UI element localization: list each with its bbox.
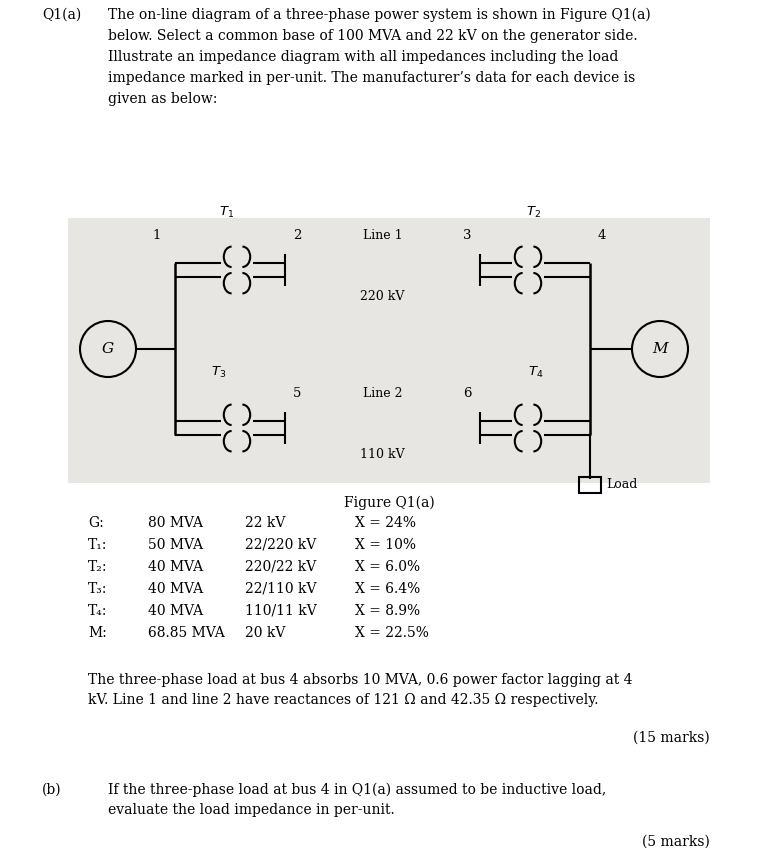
Text: (15 marks): (15 marks) (634, 731, 710, 745)
Text: The on-line diagram of a three-phase power system is shown in Figure Q1(a): The on-line diagram of a three-phase pow… (108, 8, 650, 22)
Text: (b): (b) (42, 783, 61, 797)
Text: M: M (652, 342, 668, 356)
Text: 4: 4 (598, 229, 607, 242)
Bar (579, 477, 601, 493)
Text: X = 22.5%: X = 22.5% (355, 626, 429, 640)
Text: X = 10%: X = 10% (355, 538, 416, 552)
Text: M:: M: (88, 626, 107, 640)
Text: Illustrate an impedance diagram with all impedances including the load: Illustrate an impedance diagram with all… (108, 50, 618, 64)
Text: 220 kV: 220 kV (360, 290, 405, 303)
Text: 110/11 kV: 110/11 kV (245, 604, 317, 618)
Text: (5 marks): (5 marks) (642, 835, 710, 848)
Text: 6: 6 (463, 387, 472, 400)
Text: T₂:: T₂: (88, 560, 107, 574)
Text: 110 kV: 110 kV (360, 448, 405, 461)
Text: 20 kV: 20 kV (245, 626, 285, 640)
Text: X = 6.4%: X = 6.4% (355, 582, 420, 596)
Text: 50 MVA: 50 MVA (148, 538, 203, 552)
Text: Line 2: Line 2 (363, 387, 402, 400)
Text: X = 8.9%: X = 8.9% (355, 604, 420, 618)
Text: 22/220 kV: 22/220 kV (245, 538, 316, 552)
FancyBboxPatch shape (68, 218, 710, 483)
Text: $T_1$: $T_1$ (219, 205, 235, 220)
Text: $T_2$: $T_2$ (525, 205, 541, 220)
Text: T₄:: T₄: (88, 604, 107, 618)
Text: G: G (102, 342, 114, 356)
Text: impedance marked in per-unit. The manufacturer’s data for each device is: impedance marked in per-unit. The manufa… (108, 71, 635, 85)
Text: 40 MVA: 40 MVA (148, 560, 203, 574)
Text: 220/22 kV: 220/22 kV (245, 560, 316, 574)
Text: evaluate the load impedance in per-unit.: evaluate the load impedance in per-unit. (108, 803, 395, 817)
Text: T₃:: T₃: (88, 582, 107, 596)
Text: Load: Load (606, 478, 637, 492)
Text: 40 MVA: 40 MVA (148, 604, 203, 618)
Text: Line 1: Line 1 (363, 229, 403, 242)
Text: Q1(a): Q1(a) (42, 8, 81, 22)
Text: 22/110 kV: 22/110 kV (245, 582, 317, 596)
Text: G:: G: (88, 516, 104, 530)
Text: T₁:: T₁: (88, 538, 107, 552)
Text: below. Select a common base of 100 MVA and 22 kV on the generator side.: below. Select a common base of 100 MVA a… (108, 29, 637, 43)
Text: 5: 5 (293, 387, 301, 400)
Text: 1: 1 (153, 229, 161, 242)
Text: 40 MVA: 40 MVA (148, 582, 203, 596)
Text: kV. Line 1 and line 2 have reactances of 121 Ω and 42.35 Ω respectively.: kV. Line 1 and line 2 have reactances of… (88, 693, 598, 707)
Text: 22 kV: 22 kV (245, 516, 285, 530)
Text: 80 MVA: 80 MVA (148, 516, 203, 530)
Text: X = 6.0%: X = 6.0% (355, 560, 420, 574)
Text: $T_4$: $T_4$ (528, 365, 544, 380)
Text: 2: 2 (293, 229, 301, 242)
Text: The three-phase load at bus 4 absorbs 10 MVA, 0.6 power factor lagging at 4: The three-phase load at bus 4 absorbs 10… (88, 673, 633, 687)
Text: given as below:: given as below: (108, 92, 217, 106)
Text: If the three-phase load at bus 4 in Q1(a) assumed to be inductive load,: If the three-phase load at bus 4 in Q1(a… (108, 783, 606, 797)
Text: Figure Q1(a): Figure Q1(a) (344, 496, 434, 510)
Text: 3: 3 (463, 229, 472, 242)
Text: $T_3$: $T_3$ (212, 365, 226, 380)
Text: X = 24%: X = 24% (355, 516, 416, 530)
Text: 68.85 MVA: 68.85 MVA (148, 626, 225, 640)
